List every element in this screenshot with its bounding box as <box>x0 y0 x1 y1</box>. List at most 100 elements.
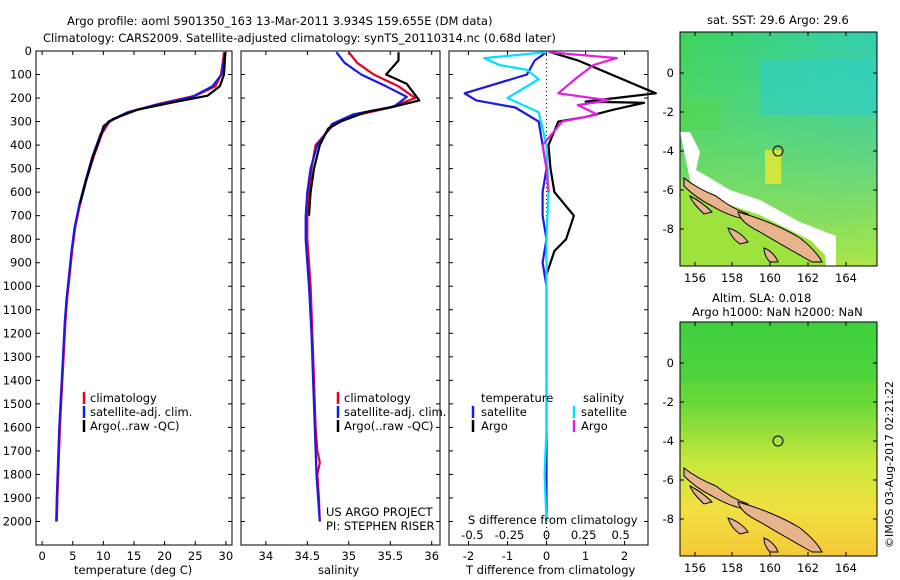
series-line <box>307 52 421 216</box>
salinity-ticks: 34 34.5 35 35.5 36 <box>241 50 440 563</box>
difference-xlabel-top: S difference from climatology <box>468 513 638 527</box>
x-tick-label: 1 <box>582 549 589 563</box>
x-tick-label: 36 <box>424 549 439 563</box>
y-tick-label: 1300 <box>3 350 32 364</box>
legend-label-t-argo: Argo <box>481 419 508 433</box>
x-tick-label: 15 <box>127 549 142 563</box>
x-tick-label: 30 <box>219 549 234 563</box>
legend-label-s-argo: Argo <box>581 419 608 433</box>
coastline <box>763 247 779 263</box>
y-tick-label: 0 <box>25 44 32 58</box>
coastline <box>763 537 779 553</box>
sst-map-title: sat. SST: 29.6 Argo: 29.6 <box>707 13 849 27</box>
x-tick-label: 34 <box>259 549 274 563</box>
map-x-tick-label: 160 <box>759 271 781 285</box>
x-tick-label: -1 <box>502 549 513 563</box>
y-tick-label: 1700 <box>3 444 32 458</box>
y-tick-label: 500 <box>10 162 32 176</box>
x-tick-label: 0 <box>543 549 550 563</box>
y-tick-label: 2000 <box>3 514 32 528</box>
map-x-tick-label: 160 <box>759 561 781 575</box>
series-line <box>545 51 657 275</box>
y-tick-label: 400 <box>10 138 32 152</box>
coastline <box>689 195 713 215</box>
salinity-lines <box>304 51 421 522</box>
series-line <box>55 52 226 522</box>
series-line <box>55 52 226 522</box>
map-x-tick-label: 164 <box>835 561 857 575</box>
salinity-panel: 34 34.5 35 35.5 36 climatology satellite-adj… <box>240 50 446 577</box>
y-tick-label: 700 <box>10 209 32 223</box>
coastline <box>727 227 749 245</box>
series-line <box>304 51 408 522</box>
sst-map: sat. SST: 29.6 Argo: 29.6 156 158 160 162 16… <box>663 13 878 285</box>
map-x-tick-label: 158 <box>721 561 743 575</box>
map-x-tick-label: 162 <box>797 561 819 575</box>
salinity-axes-box <box>240 50 441 546</box>
temperature-xlabel: temperature (deg C) <box>74 563 192 577</box>
legend-header-temperature: temperature <box>481 391 553 405</box>
x-tick-label: 0 <box>38 549 45 563</box>
sst-map-ticks: 156 158 160 162 164 0 -2 -4 -6 -8 <box>663 32 877 285</box>
difference-axes-box <box>448 50 649 546</box>
sla-map-image <box>680 322 877 556</box>
x-tick-label: 35.5 <box>377 549 403 563</box>
salinity-legend: climatology satellite-adj. clim. Argo(..… <box>336 391 446 433</box>
map-y-tick-label: -6 <box>663 473 674 487</box>
map-y-tick-label: -4 <box>663 144 674 158</box>
x-tick-label: 10 <box>96 549 111 563</box>
x-tick-label-top: -0.5 <box>461 528 483 542</box>
map-y-tick-label: -4 <box>663 434 674 448</box>
map-y-tick-label: 0 <box>667 66 674 80</box>
difference-lines <box>463 51 657 522</box>
difference-xlabel: T difference from climatology <box>465 563 636 577</box>
y-tick-label: 1600 <box>3 420 32 434</box>
sst-map-image <box>680 32 877 266</box>
coastline <box>727 517 749 535</box>
x-tick-label-top: -0.25 <box>495 528 525 542</box>
argo-location-marker <box>772 145 784 157</box>
legend-label-t-satellite: satellite <box>481 405 527 419</box>
series-line <box>79 52 227 205</box>
y-tick-label: 1200 <box>3 326 32 340</box>
salinity-annotation-pi: PI: STEPHEN RISER <box>326 519 435 533</box>
y-tick-label: 1100 <box>3 303 32 317</box>
imos-timestamp: ©IMOS 03-Aug-2017 02:21:22 <box>883 381 896 548</box>
map-y-tick-label: -2 <box>663 395 674 409</box>
map-y-tick-label: 0 <box>667 356 674 370</box>
temperature-ticks: 0100200300400500600700800900100011001200… <box>3 44 233 563</box>
series-line <box>306 51 417 522</box>
map-y-tick-label: -8 <box>663 512 674 526</box>
x-tick-label: -2 <box>463 549 474 563</box>
legend-label-climatology: climatology <box>90 391 157 405</box>
series-line <box>541 51 618 193</box>
coastline <box>737 501 823 553</box>
temperature-legend: climatology satellite-adj. clim. Argo(..… <box>82 391 192 433</box>
map-y-tick-label: -6 <box>663 183 674 197</box>
x-tick-label: 5 <box>69 549 76 563</box>
sla-map-ticks: 156 158 160 162 164 0 -2 -4 -6 -8 <box>663 322 877 575</box>
y-tick-label: 600 <box>10 185 32 199</box>
map-x-tick-label: 162 <box>797 271 819 285</box>
map-x-tick-label: 164 <box>835 271 857 285</box>
x-tick-label: 25 <box>188 549 203 563</box>
legend-label-argo: Argo(..raw -QC) <box>344 419 434 433</box>
salinity-xlabel: salinity <box>318 563 359 577</box>
sla-map-frame <box>679 321 878 557</box>
header-line1: Argo profile: aoml 5901350_163 13-Mar-20… <box>67 14 492 28</box>
y-tick-label: 900 <box>10 256 32 270</box>
legend-label-climatology: climatology <box>344 391 411 405</box>
coastline <box>689 485 713 505</box>
temperature-panel: 0100200300400500600700800900100011001200… <box>3 44 233 577</box>
y-tick-label: 300 <box>10 115 32 129</box>
difference-legend: temperature salinity satellite Argo sate… <box>471 391 627 433</box>
sla-map-title-2: Argo h1000: NaN h2000: NaN <box>692 305 863 319</box>
map-x-tick-label: 158 <box>721 271 743 285</box>
legend-label-satellite: satellite-adj. clim. <box>90 405 192 419</box>
sst-map-frame <box>679 31 878 267</box>
sla-map: Altim. SLA: 0.018 Argo h1000: NaN h2000:… <box>663 291 878 575</box>
y-tick-label: 100 <box>10 68 32 82</box>
legend-label-argo: Argo(..raw -QC) <box>90 419 180 433</box>
map-x-tick-label: 156 <box>684 561 706 575</box>
